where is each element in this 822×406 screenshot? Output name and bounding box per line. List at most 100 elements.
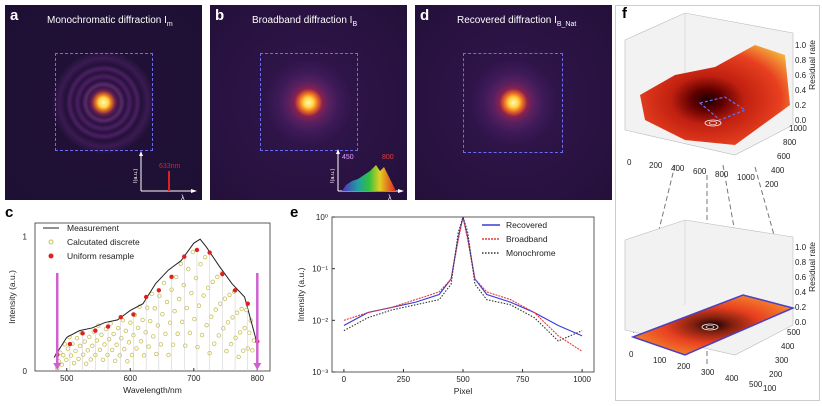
discrete-point <box>228 341 234 347</box>
panel-title: Monochromatic diffraction Im <box>47 15 173 28</box>
discrete-point <box>178 261 183 266</box>
panel-label: f <box>622 5 627 22</box>
x-tick-label: 500 <box>456 375 470 384</box>
discrete-point <box>164 299 170 305</box>
z-tick-label: 0.0 <box>795 318 807 327</box>
discrete-point <box>135 325 141 330</box>
y-axis-label: Intensity (a.u.) <box>296 267 306 321</box>
discrete-point <box>234 310 240 315</box>
plot-frame <box>34 222 271 372</box>
y-tick-label: 100 <box>763 384 777 393</box>
z-axis-label: Residual rate <box>807 40 817 90</box>
z-tick-label: 0.0 <box>795 116 807 125</box>
discrete-point <box>190 249 196 255</box>
discrete-point <box>195 344 200 350</box>
discrete-point <box>99 332 104 337</box>
discrete-point <box>65 346 71 351</box>
discrete-point <box>237 330 243 335</box>
discrete-point <box>154 351 159 357</box>
discrete-point <box>148 318 153 324</box>
discrete-point <box>218 301 223 306</box>
discrete-point <box>116 325 121 331</box>
discrete-point <box>108 321 113 326</box>
x-tick-label: 0 <box>629 350 634 359</box>
discrete-point <box>158 342 164 347</box>
inset-xlabel: λ <box>181 195 185 200</box>
x-tick-label: 400 <box>671 164 685 173</box>
legend-label: Uniform resample <box>67 251 134 261</box>
x-tick-label: 400 <box>725 374 739 383</box>
discrete-point <box>242 325 247 331</box>
discrete-point <box>175 331 180 336</box>
discrete-point <box>88 357 93 362</box>
discrete-point <box>170 342 176 347</box>
x-tick-label: 800 <box>251 374 265 383</box>
legend-swatch <box>48 253 54 259</box>
discrete-point <box>109 347 115 353</box>
discrete-point <box>227 292 232 298</box>
discrete-point <box>119 336 124 341</box>
discrete-point <box>111 331 116 337</box>
discrete-point <box>221 326 226 331</box>
panel-b-image: b Broadband diffraction IB 450 800 I(a.u… <box>210 5 407 200</box>
x-tick-label: 700 <box>187 374 201 383</box>
resample-point <box>182 254 187 259</box>
discrete-point <box>189 290 194 296</box>
series-line <box>343 216 583 352</box>
band-marker-arrow <box>253 363 262 370</box>
y-tick-label: 10⁻¹ <box>312 265 328 274</box>
inset-xlabel: λ <box>388 195 392 200</box>
z-tick-label: 0.2 <box>795 101 807 110</box>
x-tick-label: 500 <box>60 374 74 383</box>
discrete-point <box>106 337 112 342</box>
discrete-point <box>122 347 127 352</box>
resample-point <box>131 312 136 317</box>
y-tick-label: 800 <box>783 138 797 147</box>
discrete-point <box>193 275 199 281</box>
discrete-point <box>68 353 74 358</box>
x-tick-label: 750 <box>516 375 530 384</box>
x-tick-label: 500 <box>749 380 763 389</box>
spectrum-inset: 450 800 I(a.u.) λ <box>330 149 404 200</box>
discrete-point <box>247 330 252 335</box>
z-tick-label: 0.6 <box>795 273 807 282</box>
discrete-point <box>152 306 157 311</box>
discrete-point <box>102 342 107 347</box>
z-tick-label: 1.0 <box>795 243 807 252</box>
panel-label: d <box>420 7 430 24</box>
discrete-point <box>205 285 211 291</box>
panel-title-text: Recovered diffraction I <box>457 15 557 26</box>
band-marker-arrow <box>53 363 62 370</box>
discrete-point <box>186 266 191 272</box>
plot-frame <box>331 216 595 373</box>
discrete-point <box>112 358 118 364</box>
discrete-point <box>105 352 110 358</box>
discrete-point <box>202 254 208 260</box>
discrete-point <box>173 274 179 280</box>
discrete-point <box>204 322 209 328</box>
discrete-point <box>77 343 83 349</box>
x-tick-label: 600 <box>124 374 138 383</box>
discrete-point <box>62 342 68 347</box>
z-tick-label: 0.4 <box>795 288 807 297</box>
discrete-point <box>240 348 246 353</box>
discrete-point <box>143 330 148 335</box>
measurement-line <box>53 238 258 358</box>
discrete-point <box>140 317 145 323</box>
x-tick-label: 200 <box>677 362 691 371</box>
discrete-point <box>250 348 255 353</box>
x-tick-label: 1000 <box>737 173 755 182</box>
z-tick-label: 0.6 <box>795 71 807 80</box>
x-axis-label: Wavelength/nm <box>123 385 182 395</box>
panel-label: b <box>215 7 225 24</box>
discrete-point <box>74 336 80 341</box>
discrete-point <box>213 307 218 312</box>
discrete-point <box>187 330 193 336</box>
discrete-point <box>146 344 151 349</box>
z-tick-label: 0.8 <box>795 56 807 65</box>
discrete-point <box>80 352 86 357</box>
y-tick-label: 400 <box>781 342 795 351</box>
z-axis-label: Residual rate <box>807 242 817 292</box>
discrete-point <box>61 353 66 358</box>
